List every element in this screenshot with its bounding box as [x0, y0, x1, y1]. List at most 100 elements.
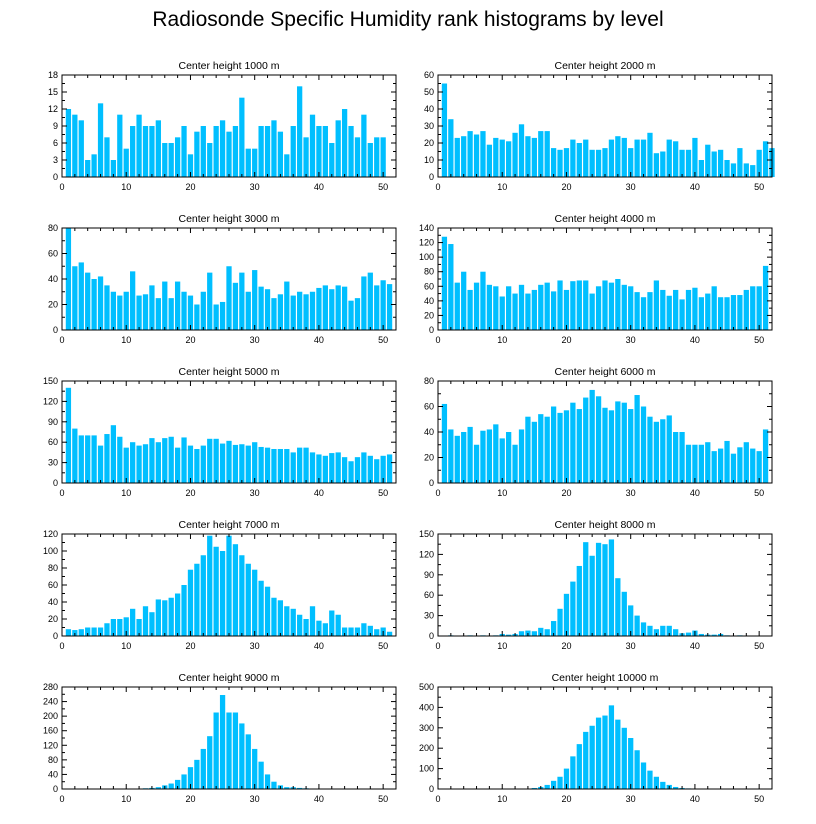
histogram-bar: [750, 165, 756, 177]
x-tick-label: 20: [185, 794, 195, 804]
histogram-bar: [615, 279, 621, 330]
histogram-bar: [608, 539, 615, 636]
histogram-bar: [72, 428, 78, 483]
histogram-bar: [380, 137, 386, 177]
histogram-bar: [181, 437, 187, 483]
x-tick-label: 30: [250, 794, 260, 804]
histogram-panel: Center height 3000 m 0 10 20 30 40 50 0 20 40 60 80: [48, 213, 397, 345]
histogram-bar: [155, 442, 161, 483]
x-tick-label: 40: [690, 794, 700, 804]
histogram-bar: [660, 289, 666, 330]
histogram-bar: [271, 120, 277, 177]
histogram-bar: [213, 546, 219, 636]
histogram-bar: [493, 286, 499, 330]
histogram-bar: [91, 627, 97, 636]
histogram-bar: [97, 627, 104, 636]
histogram-bar: [264, 447, 271, 483]
histogram-bar: [660, 419, 666, 483]
histogram-bar: [149, 285, 155, 331]
histogram-bar: [518, 284, 525, 330]
histogram-bar: [711, 151, 717, 177]
y-tick-label: 60: [48, 580, 58, 590]
histogram-bar: [367, 625, 373, 636]
histogram-bar: [544, 416, 550, 483]
histogram-bar: [563, 410, 570, 483]
histogram-bar: [647, 770, 653, 789]
histogram-bar: [724, 160, 730, 177]
y-tick-label: 40: [48, 769, 58, 779]
histogram-bar: [724, 440, 730, 483]
y-tick-label: 120: [419, 549, 434, 559]
histogram-bar: [762, 429, 769, 483]
histogram-bar: [538, 284, 544, 330]
histogram-bar: [550, 148, 557, 177]
histogram-bar: [258, 126, 264, 177]
histogram-bar: [130, 442, 136, 483]
histogram-bar: [213, 438, 219, 483]
histogram-bar: [550, 780, 557, 789]
histogram-bar: [448, 119, 454, 177]
histogram-bar: [506, 432, 512, 483]
x-tick-label: 30: [250, 641, 260, 651]
histogram-bar: [155, 787, 161, 789]
y-tick-label: 60: [48, 437, 58, 447]
histogram-bar: [213, 304, 219, 330]
histogram-panel: Center height 1000 m 0 10 20 30 40 50 0 3 6 9 12 15 1…: [48, 60, 397, 192]
histogram-panel: Center height 7000 m 0 10 20 30 40 50 0 20 40 60 80…: [43, 519, 397, 651]
histogram-bar: [142, 294, 149, 330]
histogram-bar: [78, 435, 84, 483]
x-tick-label: 40: [690, 182, 700, 192]
histogram-bar: [85, 160, 91, 177]
histogram-bar: [730, 295, 737, 330]
histogram-bar: [284, 449, 290, 483]
histogram-bar: [258, 286, 264, 330]
histogram-bar: [271, 298, 277, 331]
histogram-bar: [168, 783, 174, 789]
histogram-bar: [136, 445, 142, 483]
histogram-bar: [322, 623, 328, 636]
histogram-bar: [290, 295, 296, 330]
histogram-bar: [194, 563, 200, 636]
histogram-bar: [512, 444, 518, 483]
histogram-bar: [653, 629, 660, 636]
histogram-bar: [239, 97, 245, 177]
x-tick-label: 50: [378, 794, 388, 804]
y-tick-label: 120: [419, 238, 434, 248]
histogram-bar: [348, 126, 354, 177]
histogram-bar: [698, 633, 704, 636]
histogram-bar: [258, 446, 264, 483]
y-tick-label: 30: [424, 121, 434, 131]
histogram-bar: [531, 137, 537, 177]
histogram-bar: [743, 163, 749, 177]
y-tick-label: 0: [53, 784, 58, 794]
histogram-bar: [194, 131, 200, 177]
histogram-bar: [329, 610, 335, 636]
histogram-bar: [750, 286, 756, 330]
histogram-bar: [583, 139, 589, 177]
y-tick-label: 240: [43, 697, 58, 707]
histogram-bar: [531, 289, 537, 330]
histogram-bar: [130, 126, 136, 177]
histogram-bar: [162, 281, 168, 330]
histogram-bar: [354, 298, 361, 331]
histogram-bar: [563, 148, 570, 177]
histogram-bar: [467, 131, 473, 177]
histogram-bar: [252, 569, 258, 636]
x-tick-label: 0: [435, 335, 440, 345]
x-tick-label: 40: [314, 794, 324, 804]
histogram-bar: [354, 457, 361, 483]
histogram-bar: [271, 597, 277, 636]
x-tick-label: 0: [59, 335, 64, 345]
histogram-bar: [348, 300, 354, 330]
histogram-bar: [258, 761, 264, 789]
histogram-bar: [200, 555, 206, 636]
histogram-bar: [207, 736, 213, 789]
x-tick-label: 50: [378, 488, 388, 498]
x-tick-label: 20: [561, 794, 571, 804]
histogram-bar: [91, 279, 97, 330]
histogram-bar: [303, 447, 309, 483]
y-tick-label: 400: [419, 702, 434, 712]
histogram-bar: [640, 406, 647, 483]
y-tick-label: 20: [48, 300, 58, 310]
histogram-bar: [634, 750, 640, 789]
